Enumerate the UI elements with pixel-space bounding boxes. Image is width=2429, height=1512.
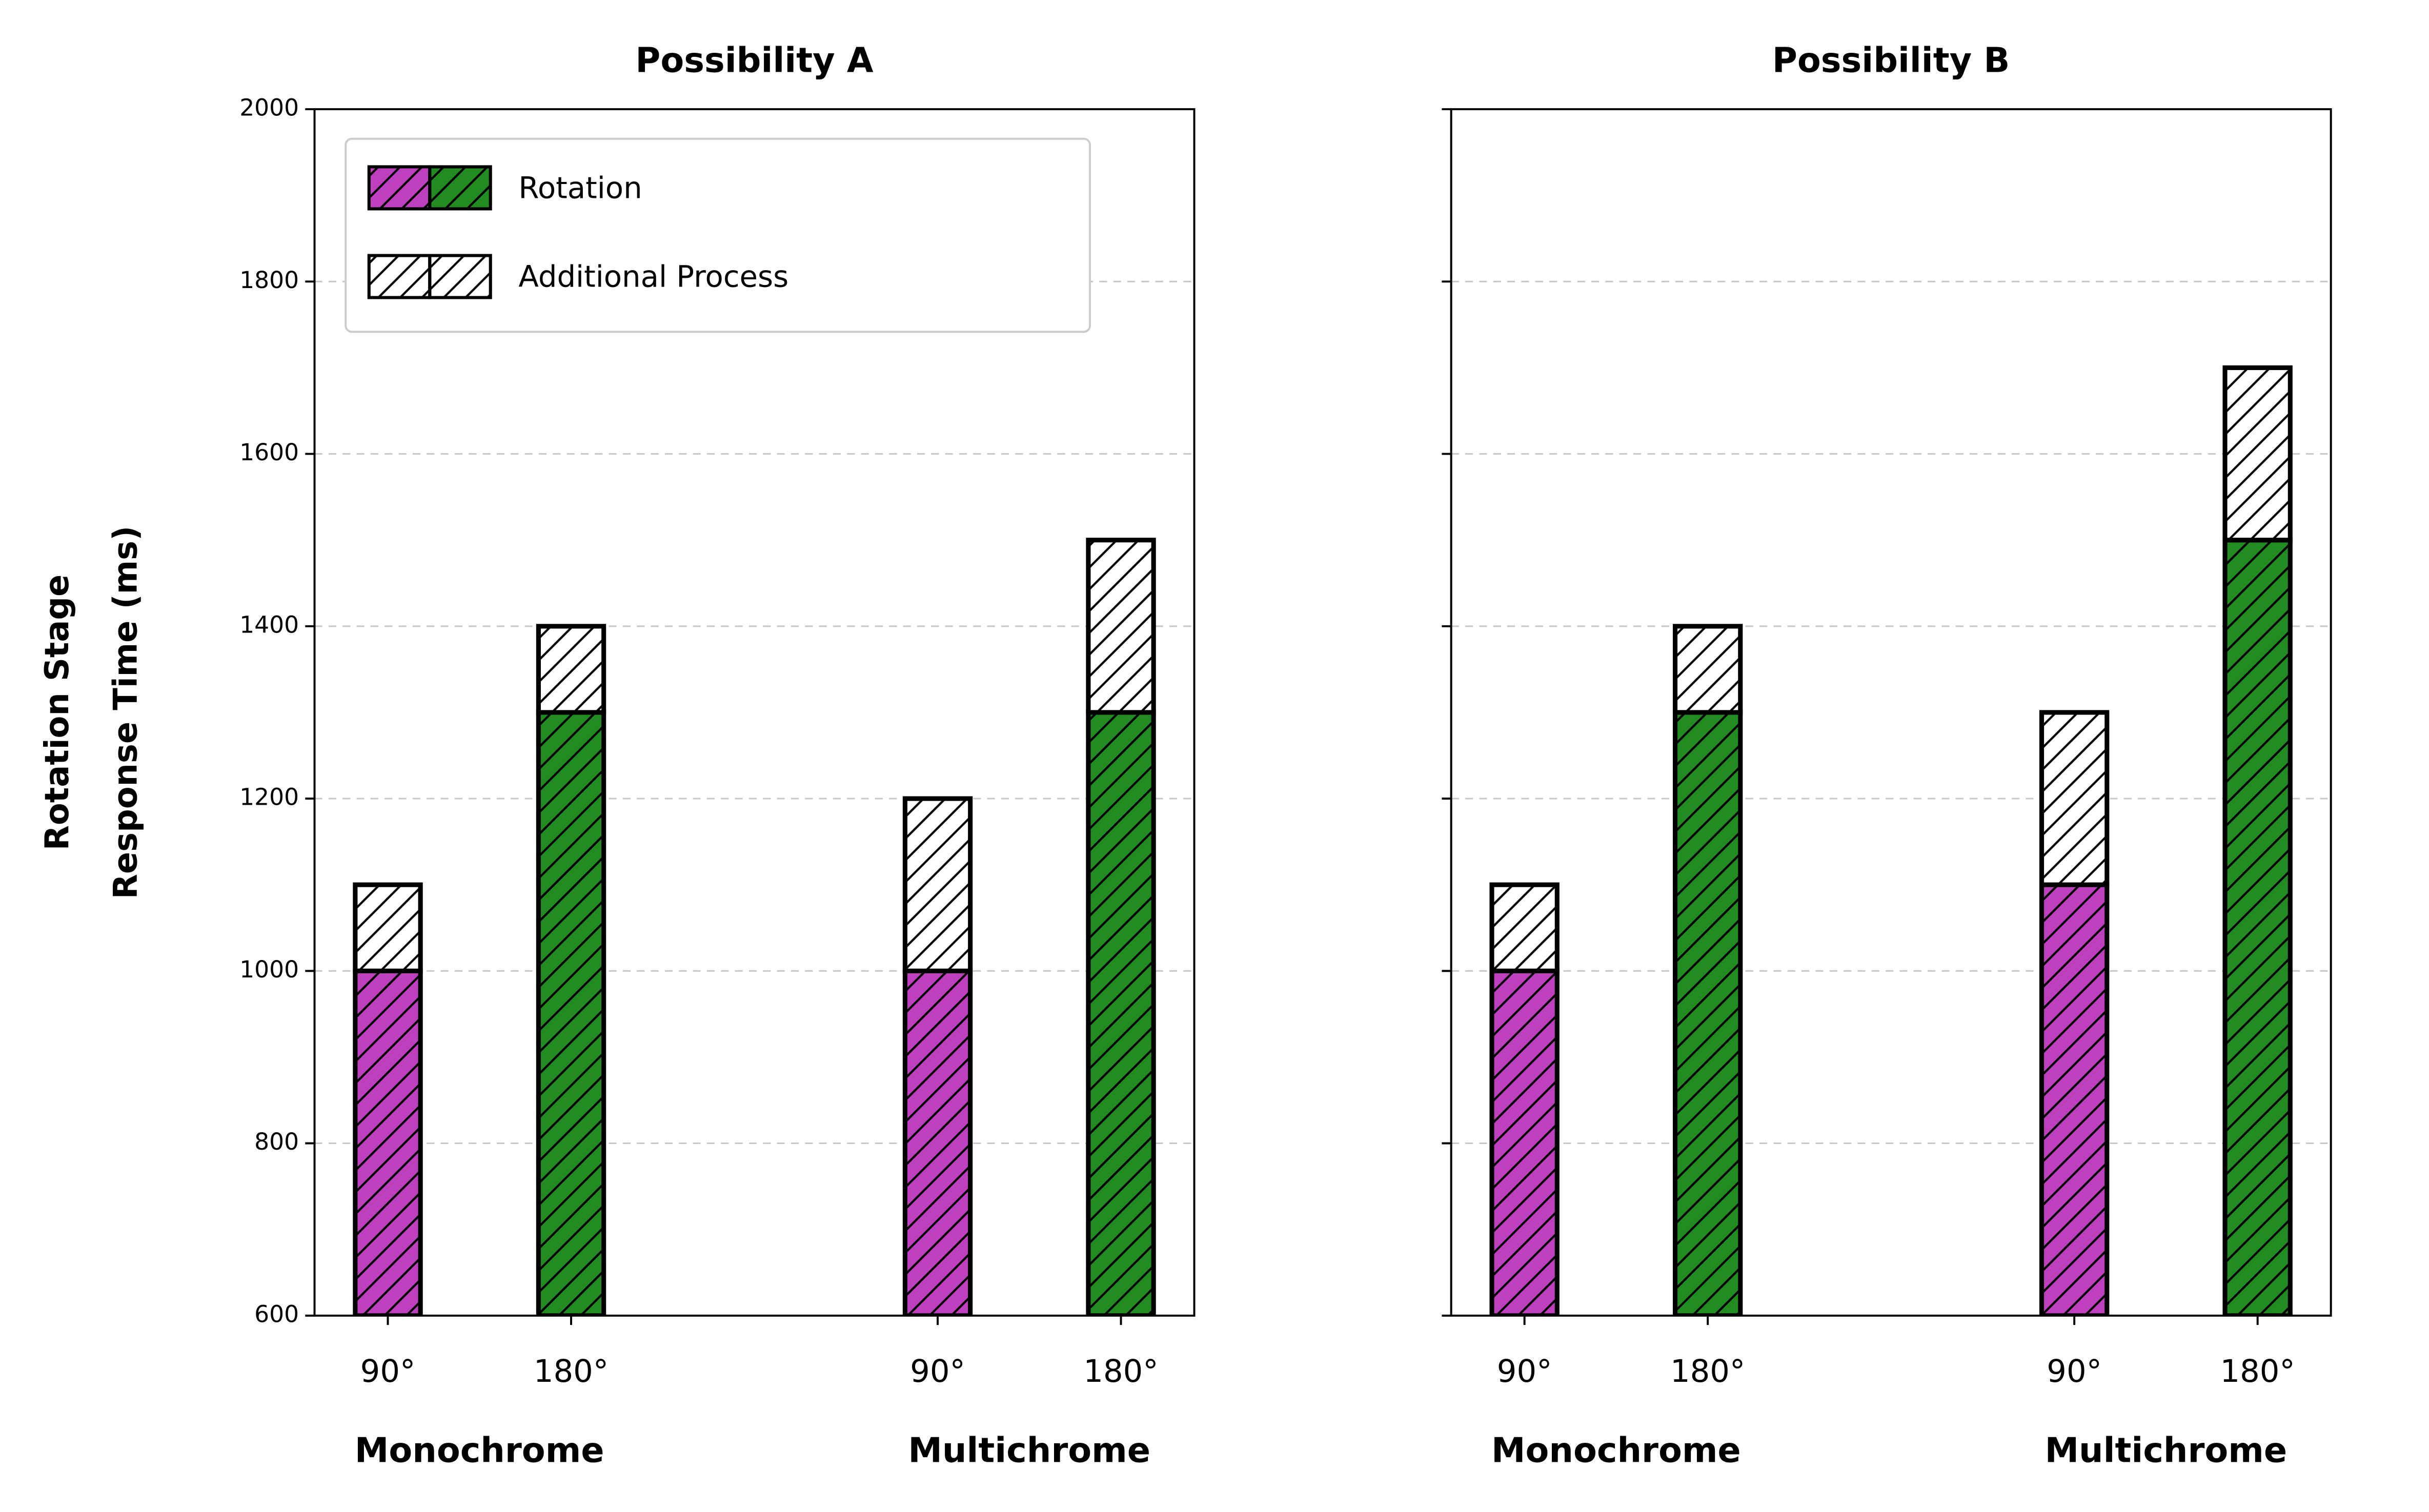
group-label: Monochrome <box>1491 1431 1741 1470</box>
y-tick-label: 600 <box>254 1300 299 1327</box>
hatch <box>1672 624 1743 715</box>
chart-title: Possibility A <box>635 40 873 80</box>
hatch <box>1086 710 1156 1316</box>
legend-hatch <box>428 254 492 299</box>
hatch <box>902 968 973 1316</box>
y-axis-label: Response Time (ms) <box>107 526 145 899</box>
y-tick-label: 1400 <box>239 611 299 638</box>
y-tick-label: 1200 <box>239 784 299 811</box>
y-axis-label: Rotation Stage <box>38 575 76 851</box>
hatch <box>2039 882 2110 1316</box>
hatch <box>536 624 606 715</box>
y-tick-label: 1800 <box>239 267 299 294</box>
group-label: Multichrome <box>908 1431 1150 1470</box>
plot-frame <box>1450 108 2332 1317</box>
y-tick-label: 800 <box>254 1128 299 1155</box>
legend-hatch <box>367 254 432 299</box>
y-tick-label: 1000 <box>239 956 299 983</box>
hatch <box>2039 710 2110 887</box>
legend-box <box>345 137 1091 333</box>
group-label: Multichrome <box>2045 1431 2288 1470</box>
x-tick-label: 90° <box>1497 1354 1552 1390</box>
bars <box>353 538 1156 1316</box>
y-tick-label: 2000 <box>239 94 299 121</box>
x-tick-label: 180° <box>2220 1354 2295 1390</box>
x-tick-label: 90° <box>910 1354 965 1390</box>
group-label: Monochrome <box>355 1431 604 1470</box>
x-tick-label: 180° <box>534 1354 609 1390</box>
hatch <box>353 968 423 1316</box>
hatch <box>1672 710 1743 1316</box>
hatch <box>1086 538 1156 715</box>
legend-hatch <box>428 165 492 211</box>
legend-label: Additional Process <box>518 259 788 294</box>
x-tick-label: 180° <box>1083 1354 1158 1390</box>
hatch <box>2222 538 2293 1316</box>
legend-hatch <box>367 165 432 211</box>
hatch <box>2222 365 2293 543</box>
hatch <box>536 710 606 1316</box>
hatch <box>353 882 423 973</box>
chart-title: Possibility B <box>1772 40 2010 80</box>
plot-frame <box>313 108 1196 1317</box>
bars <box>1489 365 2293 1316</box>
hatch <box>1489 882 1560 973</box>
x-tick-label: 90° <box>360 1354 416 1390</box>
hatch <box>902 796 973 973</box>
x-tick-label: 90° <box>2047 1354 2102 1390</box>
y-tick-label: 1600 <box>239 439 299 466</box>
x-tick-label: 180° <box>1670 1354 1745 1390</box>
legend-label: Rotation <box>518 171 642 206</box>
hatch <box>1489 968 1560 1316</box>
